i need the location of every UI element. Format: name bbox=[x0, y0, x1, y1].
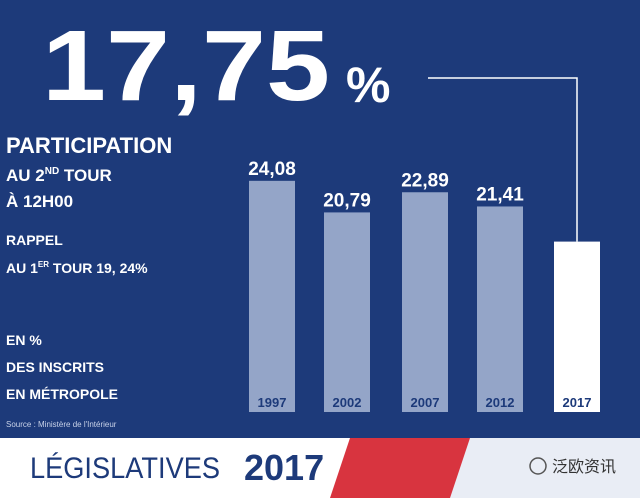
bar bbox=[477, 206, 523, 412]
bar bbox=[402, 192, 448, 412]
value-label: 22,89 bbox=[401, 170, 449, 191]
banner-stripe bbox=[330, 438, 470, 498]
x-tick-label: 2012 bbox=[486, 395, 515, 410]
banner-year: 2017 bbox=[244, 447, 324, 488]
annotation-sup: ER bbox=[38, 260, 49, 269]
x-tick-label: 2007 bbox=[411, 395, 440, 410]
annotation-part: TOUR bbox=[59, 166, 112, 185]
source: Source : Ministère de l'Intérieur bbox=[6, 420, 117, 429]
x-tick-label: 2017 bbox=[563, 395, 592, 410]
annotation: DES INSCRITS bbox=[6, 359, 104, 375]
bar bbox=[554, 241, 600, 412]
watermark-icon bbox=[529, 457, 547, 475]
annotation-part: AU 1 bbox=[6, 260, 38, 276]
annotation: EN % bbox=[6, 332, 42, 348]
x-tick-label: 1997 bbox=[258, 395, 287, 410]
watermark: 泛欧资讯 bbox=[552, 457, 616, 476]
annotation: AU 1ER TOUR 19, 24% bbox=[6, 260, 148, 276]
value-label: 21,41 bbox=[476, 184, 524, 205]
value-label: 20,79 bbox=[323, 190, 371, 211]
headline-unit: % bbox=[346, 57, 390, 113]
headline-value: 17,75 bbox=[42, 10, 330, 122]
banner-title: LÉGISLATIVES bbox=[30, 452, 220, 485]
annotation-part: AU 2 bbox=[6, 166, 45, 185]
x-tick-label: 2002 bbox=[333, 395, 362, 410]
connector bbox=[428, 77, 578, 242]
bar bbox=[324, 212, 370, 412]
bar bbox=[249, 180, 295, 412]
annotation-part: TOUR 19, 24% bbox=[49, 260, 148, 276]
annotation: EN MÉTROPOLE bbox=[6, 386, 118, 402]
value-label: 24,08 bbox=[248, 159, 296, 180]
annotation: RAPPEL bbox=[6, 232, 63, 248]
banner-white bbox=[0, 438, 350, 498]
annotation: PARTICIPATION bbox=[6, 133, 172, 158]
annotation: AU 2ND TOUR bbox=[6, 166, 112, 185]
annotation-sup: ND bbox=[45, 166, 59, 177]
annotation: À 12H00 bbox=[6, 192, 73, 211]
